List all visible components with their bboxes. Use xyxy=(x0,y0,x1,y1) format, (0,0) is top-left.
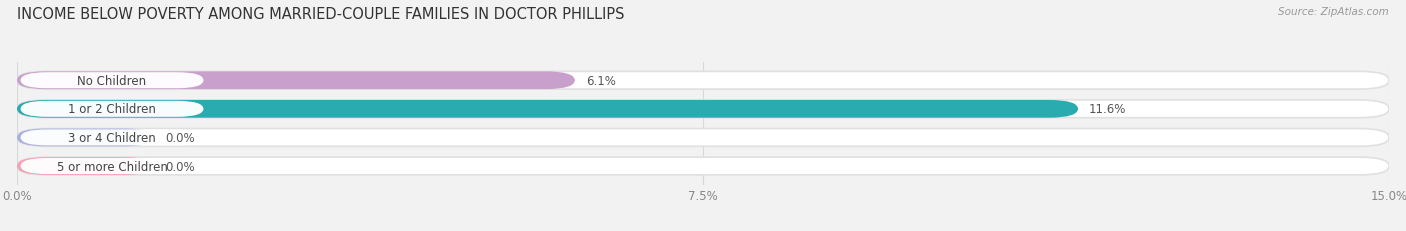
Text: 6.1%: 6.1% xyxy=(586,74,616,87)
Text: 0.0%: 0.0% xyxy=(165,160,194,173)
Text: 5 or more Children: 5 or more Children xyxy=(56,160,167,173)
Text: 1 or 2 Children: 1 or 2 Children xyxy=(67,103,156,116)
Text: 11.6%: 11.6% xyxy=(1090,103,1126,116)
FancyBboxPatch shape xyxy=(21,101,204,117)
FancyBboxPatch shape xyxy=(17,158,1389,175)
Text: INCOME BELOW POVERTY AMONG MARRIED-COUPLE FAMILIES IN DOCTOR PHILLIPS: INCOME BELOW POVERTY AMONG MARRIED-COUPL… xyxy=(17,7,624,22)
FancyBboxPatch shape xyxy=(17,158,155,175)
FancyBboxPatch shape xyxy=(17,72,1389,90)
FancyBboxPatch shape xyxy=(17,72,575,90)
Text: No Children: No Children xyxy=(77,74,146,87)
FancyBboxPatch shape xyxy=(17,129,155,147)
Text: 0.0%: 0.0% xyxy=(165,131,194,144)
FancyBboxPatch shape xyxy=(17,129,1389,147)
Text: Source: ZipAtlas.com: Source: ZipAtlas.com xyxy=(1278,7,1389,17)
FancyBboxPatch shape xyxy=(21,158,204,174)
FancyBboxPatch shape xyxy=(21,130,204,146)
FancyBboxPatch shape xyxy=(17,100,1078,118)
FancyBboxPatch shape xyxy=(21,73,204,89)
Text: 3 or 4 Children: 3 or 4 Children xyxy=(67,131,156,144)
FancyBboxPatch shape xyxy=(17,100,1389,118)
